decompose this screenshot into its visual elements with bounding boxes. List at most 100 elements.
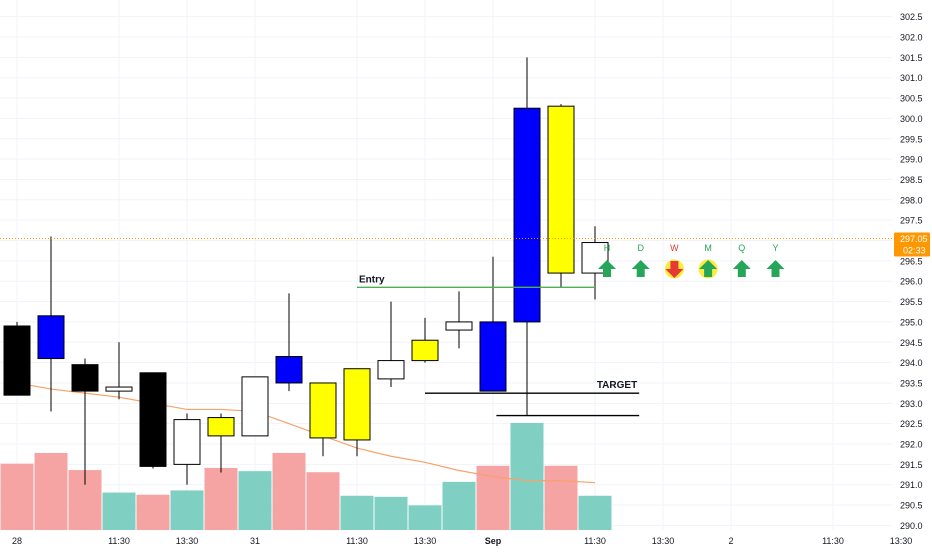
level-label-target: TARGET [597, 380, 637, 391]
current-price-value: 297.05 [900, 234, 928, 244]
candle-body [139, 372, 167, 467]
candle[interactable] [309, 382, 337, 457]
candle[interactable] [71, 358, 99, 485]
volume-bar [136, 494, 170, 530]
candle[interactable] [37, 236, 65, 412]
candle[interactable] [207, 413, 235, 473]
price-axis[interactable]: 290.0 290.5 291.0 291.5 292.0 292.5 293.0 293.5… [892, 0, 932, 550]
time-tick-label: 13:30 [652, 536, 675, 546]
price-tick-label: 292.0 [900, 440, 923, 450]
price-tick-label: 292.5 [900, 419, 923, 429]
arrow-down-icon [665, 261, 684, 278]
signal-label: Q [738, 243, 745, 253]
volume-bar [102, 492, 136, 530]
volume-bar [578, 495, 612, 530]
candle[interactable] [343, 368, 371, 457]
price-tick-label: 298.0 [900, 195, 923, 205]
candle-body [37, 315, 65, 360]
price-tick-label: 296.0 [900, 277, 923, 287]
time-tick-label: 28 [12, 536, 22, 546]
candle-body [479, 321, 507, 392]
candle[interactable] [445, 291, 473, 349]
price-tick-label: 291.0 [900, 480, 923, 490]
moving-average [16, 382, 596, 484]
volume-bar [476, 465, 510, 530]
signal-m: M [698, 243, 718, 279]
volume-bar [204, 467, 238, 530]
price-tick-label: 295.0 [900, 317, 923, 327]
time-tick-label: 13:30 [176, 536, 199, 546]
candle[interactable] [513, 57, 541, 416]
time-tick-label: 11:30 [346, 536, 368, 546]
candle[interactable] [241, 376, 269, 437]
price-tick-label: 295.5 [900, 297, 923, 307]
candle-body [411, 339, 439, 362]
candle[interactable] [411, 317, 439, 363]
candle-body [207, 417, 235, 437]
arrow-up-icon [631, 260, 650, 277]
price-tick-label: 302.0 [900, 32, 923, 42]
candles[interactable] [3, 57, 609, 485]
volume-bar [510, 423, 544, 530]
signal-q: Q [732, 243, 751, 277]
time-tick-label: 11:30 [108, 536, 130, 546]
volume-bar [0, 463, 34, 530]
volume-bar [340, 495, 374, 530]
current-price-badge [894, 232, 930, 257]
price-tick-label: 297.5 [900, 216, 923, 226]
time-axis[interactable]: 28 11:30 13:30 31 11:30 13:30 Sep 11:30 13:30 2 11… [0, 530, 912, 550]
candle-body [275, 356, 303, 384]
candle[interactable] [581, 226, 609, 300]
volume-bar [408, 505, 442, 530]
price-tick-label: 299.0 [900, 155, 923, 165]
price-tick-label: 296.5 [900, 256, 923, 266]
candle[interactable] [139, 372, 167, 469]
time-axis-bg [0, 530, 892, 550]
level-label-entry: Entry [359, 274, 385, 285]
signal-label: D [637, 243, 644, 253]
signal-h: H [598, 243, 616, 277]
grid [0, 0, 902, 530]
volume-bars [0, 423, 612, 530]
candle-body [71, 364, 99, 392]
candle-body [343, 368, 371, 441]
time-tick-label: 13:30 [414, 536, 437, 546]
candle[interactable] [3, 321, 31, 396]
arrow-up-icon [699, 260, 718, 277]
volume-bar [34, 452, 68, 530]
price-tick-label: 301.0 [900, 73, 923, 83]
candle-body [173, 419, 201, 465]
price-tick-label: 294.0 [900, 358, 923, 368]
price-levels: Entry TARGET [357, 274, 640, 417]
candle[interactable] [479, 256, 507, 392]
signal-w: W [664, 243, 684, 279]
price-tick-label: 291.5 [900, 460, 923, 470]
moving-average-line [16, 382, 596, 484]
candle[interactable] [377, 301, 405, 388]
price-axis-bg [892, 0, 932, 550]
candle-body [309, 382, 337, 439]
candle[interactable] [173, 413, 201, 485]
price-tick-label: 290.0 [900, 521, 923, 531]
time-tick-label: 11:30 [822, 536, 844, 546]
candle-body [377, 360, 405, 380]
signal-label: W [670, 243, 679, 253]
candle[interactable] [275, 293, 303, 392]
signal-label: Y [772, 243, 778, 253]
candle-body [3, 325, 31, 396]
time-tick-label: Sep [485, 536, 502, 546]
candle[interactable] [547, 104, 575, 288]
candle[interactable] [105, 342, 133, 400]
volume-bar [544, 465, 578, 530]
volume-bar [170, 490, 204, 530]
price-tick-label: 300.5 [900, 94, 923, 104]
price-tick-label: 302.5 [900, 12, 923, 22]
arrow-up-icon [766, 260, 785, 277]
volume-bar [238, 471, 272, 530]
volume-bar [442, 481, 476, 530]
time-tick-label: 11:30 [584, 536, 606, 546]
signal-y: Y [766, 243, 785, 277]
